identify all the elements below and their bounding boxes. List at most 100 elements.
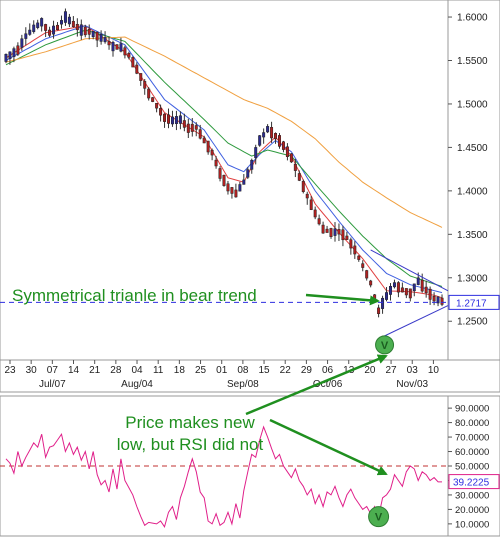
candle-body bbox=[75, 23, 79, 31]
moving-average-line bbox=[5, 29, 443, 287]
price-tick-label: 1.6000 bbox=[457, 13, 488, 24]
price-low-marker bbox=[375, 335, 395, 355]
candle-body bbox=[385, 292, 389, 300]
candle-body bbox=[278, 135, 281, 147]
rsi-tick-label: 80.0000 bbox=[455, 418, 489, 429]
month-label: Oct/06 bbox=[313, 379, 343, 390]
candle-body bbox=[400, 287, 404, 293]
candle-body bbox=[202, 137, 206, 144]
price-tick-label: 1.4000 bbox=[457, 186, 488, 197]
rsi-tick-label: 90.0000 bbox=[455, 404, 489, 415]
date-tick-label: 20 bbox=[364, 365, 376, 376]
candle-body bbox=[186, 123, 190, 133]
candle-body bbox=[408, 288, 412, 299]
triangle-edge bbox=[382, 305, 449, 338]
candle-body bbox=[36, 22, 40, 28]
candle-body bbox=[381, 297, 385, 309]
candle-body bbox=[218, 168, 222, 179]
candle-body bbox=[28, 29, 32, 35]
triangle-edge bbox=[370, 249, 449, 292]
candle-body bbox=[234, 189, 238, 198]
rsi-tick-label: 10.0000 bbox=[455, 519, 489, 530]
support-price-tag bbox=[448, 294, 500, 310]
candle-body bbox=[151, 97, 155, 102]
support-price-label: 1.2717 bbox=[456, 298, 487, 309]
candle-body bbox=[289, 153, 293, 163]
candle-body bbox=[305, 193, 309, 199]
candle-body bbox=[67, 16, 71, 25]
candle-body bbox=[377, 307, 381, 315]
candle-body bbox=[226, 183, 230, 192]
arrow-to-rsi-low bbox=[269, 418, 388, 476]
month-label: Jul/07 bbox=[39, 379, 66, 390]
candle-body bbox=[127, 53, 131, 58]
candle-body bbox=[16, 45, 20, 55]
rsi-tick-label: 50.0000 bbox=[455, 462, 489, 473]
candle-body bbox=[91, 30, 95, 38]
candle-body bbox=[317, 218, 321, 225]
rsi-low-marker-glyph: V bbox=[375, 512, 383, 524]
rsi-annotation-line1: Price makes new bbox=[125, 413, 255, 432]
candle-body bbox=[258, 135, 262, 146]
price-tick-label: 1.2500 bbox=[457, 317, 488, 328]
date-tick-label: 07 bbox=[47, 365, 59, 376]
candle-body bbox=[297, 173, 301, 181]
candle-body bbox=[139, 73, 143, 81]
candle-body bbox=[190, 123, 194, 132]
candle-body bbox=[210, 149, 214, 156]
candle-body bbox=[361, 263, 365, 268]
date-tick-label: 08 bbox=[237, 365, 249, 376]
rsi-value-label: 39.2225 bbox=[453, 478, 490, 489]
date-tick-label: 29 bbox=[301, 365, 313, 376]
candle-body bbox=[440, 297, 444, 305]
price-tick-label: 1.3500 bbox=[457, 230, 488, 241]
date-tick-label: 30 bbox=[26, 365, 38, 376]
candle-body bbox=[250, 159, 254, 170]
rsi-y-ticks: 10.000020.000030.000040.000050.000060.00… bbox=[448, 404, 489, 530]
date-tick-label: 11 bbox=[153, 365, 164, 376]
rsi-value-tag bbox=[448, 474, 500, 490]
moving-average-line bbox=[5, 36, 443, 228]
triangle-annotation: Symmetrical trianle in bear trend bbox=[12, 286, 257, 305]
candle-body bbox=[174, 116, 178, 124]
candle-body bbox=[20, 38, 24, 48]
price-tick-label: 1.3000 bbox=[457, 273, 488, 284]
candle-body bbox=[99, 34, 103, 42]
candle-body bbox=[325, 228, 329, 233]
candle-body bbox=[159, 108, 163, 116]
candle-body bbox=[266, 126, 270, 133]
candle-body bbox=[214, 159, 218, 167]
date-tick-label: 14 bbox=[68, 365, 80, 376]
month-label: Sep/08 bbox=[227, 379, 259, 390]
date-tick-label: 18 bbox=[174, 365, 186, 376]
candle-body bbox=[309, 199, 313, 210]
candle-body bbox=[147, 88, 151, 99]
candle-body bbox=[182, 120, 186, 128]
candle-body bbox=[143, 81, 147, 89]
candle-body bbox=[206, 140, 210, 153]
candle-body bbox=[357, 255, 361, 260]
candle-body bbox=[95, 31, 99, 41]
candle-body bbox=[24, 33, 28, 39]
candle-body bbox=[167, 114, 170, 124]
date-tick-label: 23 bbox=[4, 365, 16, 376]
candle-body bbox=[321, 224, 325, 234]
triangle-arrow bbox=[305, 293, 380, 306]
candle-body bbox=[254, 147, 258, 159]
candle-body bbox=[52, 25, 56, 35]
price-tick-label: 1.4500 bbox=[457, 143, 488, 154]
candle-body bbox=[135, 64, 139, 74]
candle-body bbox=[313, 209, 317, 218]
symmetrical-triangle bbox=[370, 249, 449, 338]
rsi-tick-label: 30.0000 bbox=[455, 490, 489, 501]
candle-body bbox=[79, 24, 83, 36]
candle-body bbox=[32, 24, 36, 32]
candle-body bbox=[353, 245, 357, 255]
candle-body bbox=[246, 169, 250, 178]
candle-body bbox=[333, 228, 337, 236]
candle-body bbox=[123, 47, 127, 56]
candle-body bbox=[63, 11, 67, 23]
date-axis-panel bbox=[0, 359, 500, 393]
